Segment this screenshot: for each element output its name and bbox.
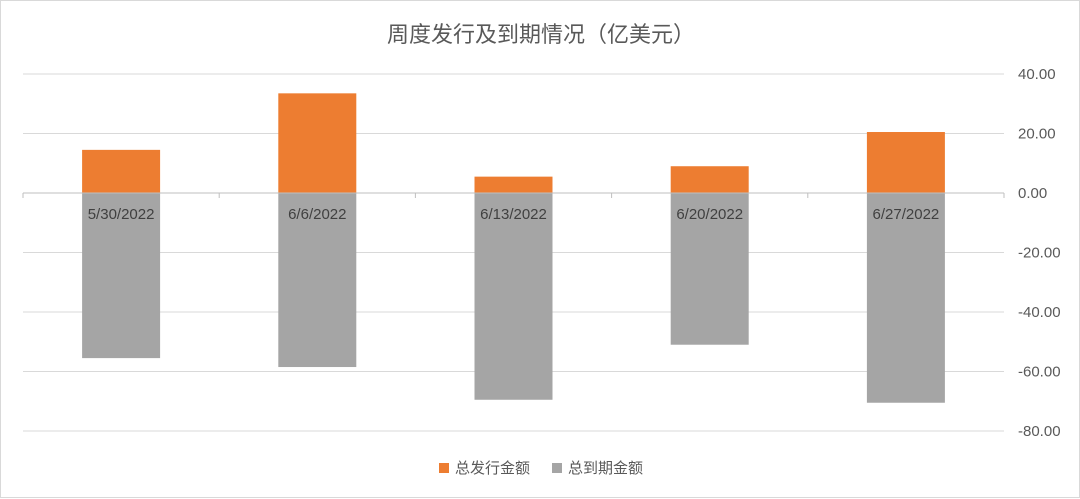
category-label: 6/13/2022 [480, 206, 547, 223]
y-tick-label: -80.00 [1018, 423, 1061, 440]
bar-issuance [866, 132, 945, 193]
category-label: 6/20/2022 [676, 206, 743, 223]
legend-item-maturity[interactable]: 总到期金额 [552, 457, 643, 478]
bar-issuance [82, 149, 161, 193]
legend-item-issuance[interactable]: 总发行金额 [438, 457, 530, 478]
legend: 总发行金额 总到期金额 [1, 457, 1080, 478]
bar-maturity [670, 193, 749, 345]
labels: 40.00 20.00 0.00 -20.00 -40.00 -60.00 -80.00 5/… [88, 66, 1061, 440]
chart-title: 周度发行及到期情况（亿美元） [386, 23, 695, 48]
category-label: 6/6/2022 [288, 206, 346, 223]
bar-issuance [278, 93, 357, 193]
y-tick-label: 0.00 [1018, 185, 1047, 202]
bars [82, 93, 945, 403]
y-tick-label: -60.00 [1018, 364, 1061, 381]
category-label: 5/30/2022 [88, 206, 155, 223]
axes [22, 192, 1005, 198]
legend-label-issuance: 总发行金额 [454, 459, 530, 477]
bar-maturity [82, 193, 161, 359]
y-tick-label: 20.00 [1018, 126, 1056, 143]
category-label: 6/27/2022 [873, 206, 940, 223]
bar-issuance [474, 176, 553, 193]
bar-maturity [866, 193, 945, 403]
y-tick-label: 40.00 [1018, 66, 1056, 83]
bar-maturity [474, 193, 553, 400]
legend-swatch-maturity [552, 462, 562, 473]
y-tick-label: -20.00 [1018, 245, 1061, 262]
bar-issuance [670, 166, 749, 193]
legend-label-maturity: 总到期金额 [568, 459, 644, 477]
legend-swatch-issuance [438, 462, 449, 473]
bar-maturity [278, 193, 357, 368]
y-tick-label: -40.00 [1018, 304, 1061, 321]
